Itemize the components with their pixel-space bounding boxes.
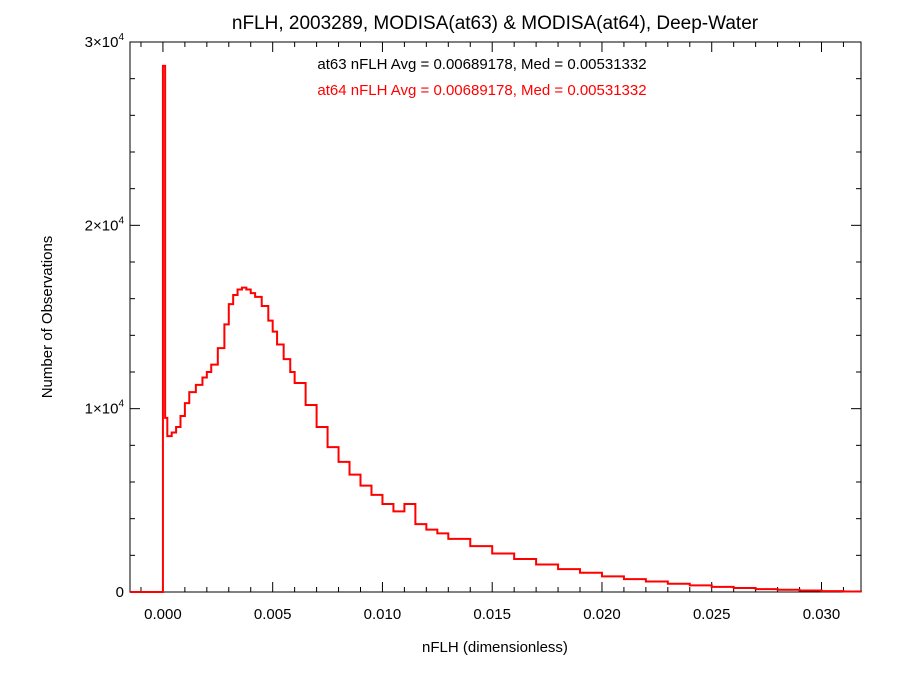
- y-tick-base: 3×10: [85, 34, 119, 51]
- annotation-at64-stats: at64 nFLH Avg = 0.00689178, Med = 0.0053…: [317, 82, 646, 99]
- y-tick-label: 2×104: [85, 215, 125, 234]
- chart-title: nFLH, 2003289, MODISA(at63) & MODISA(at6…: [232, 13, 759, 34]
- x-tick-label: 0.030: [803, 606, 841, 623]
- y-axis-label: Number of Observations: [39, 236, 56, 399]
- y-tick-base: 0: [116, 584, 124, 601]
- series-layer: [130, 64, 862, 593]
- y-tick-exponent: 4: [118, 215, 124, 226]
- y-tick-label: 0: [116, 584, 124, 601]
- y-tick-base: 2×10: [85, 217, 119, 234]
- x-tick-label: 0.005: [254, 606, 292, 623]
- x-tick-label: 0.020: [583, 606, 621, 623]
- plot-frame: [129, 41, 862, 593]
- x-tick-label: 0.015: [473, 606, 511, 623]
- y-tick-label: 1×104: [85, 399, 125, 418]
- y-tick-exponent: 4: [118, 32, 124, 43]
- series-line-0: [130, 64, 862, 593]
- y-tick-base: 1×10: [85, 401, 119, 418]
- axis-ticks: 0.000 0.005 0.010 0.015 0.020 0.025 0.030 0 1×10…: [85, 32, 861, 623]
- x-tick-label: 0.000: [144, 606, 182, 623]
- y-tick-label: 3×104: [85, 32, 125, 51]
- y-tick-exponent: 4: [118, 399, 124, 410]
- x-tick-label: 0.010: [364, 606, 402, 623]
- x-tick-label: 0.025: [693, 606, 731, 623]
- x-axis-label: nFLH (dimensionless): [422, 639, 568, 656]
- annotation-at63-stats: at63 nFLH Avg = 0.00689178, Med = 0.0053…: [317, 56, 646, 73]
